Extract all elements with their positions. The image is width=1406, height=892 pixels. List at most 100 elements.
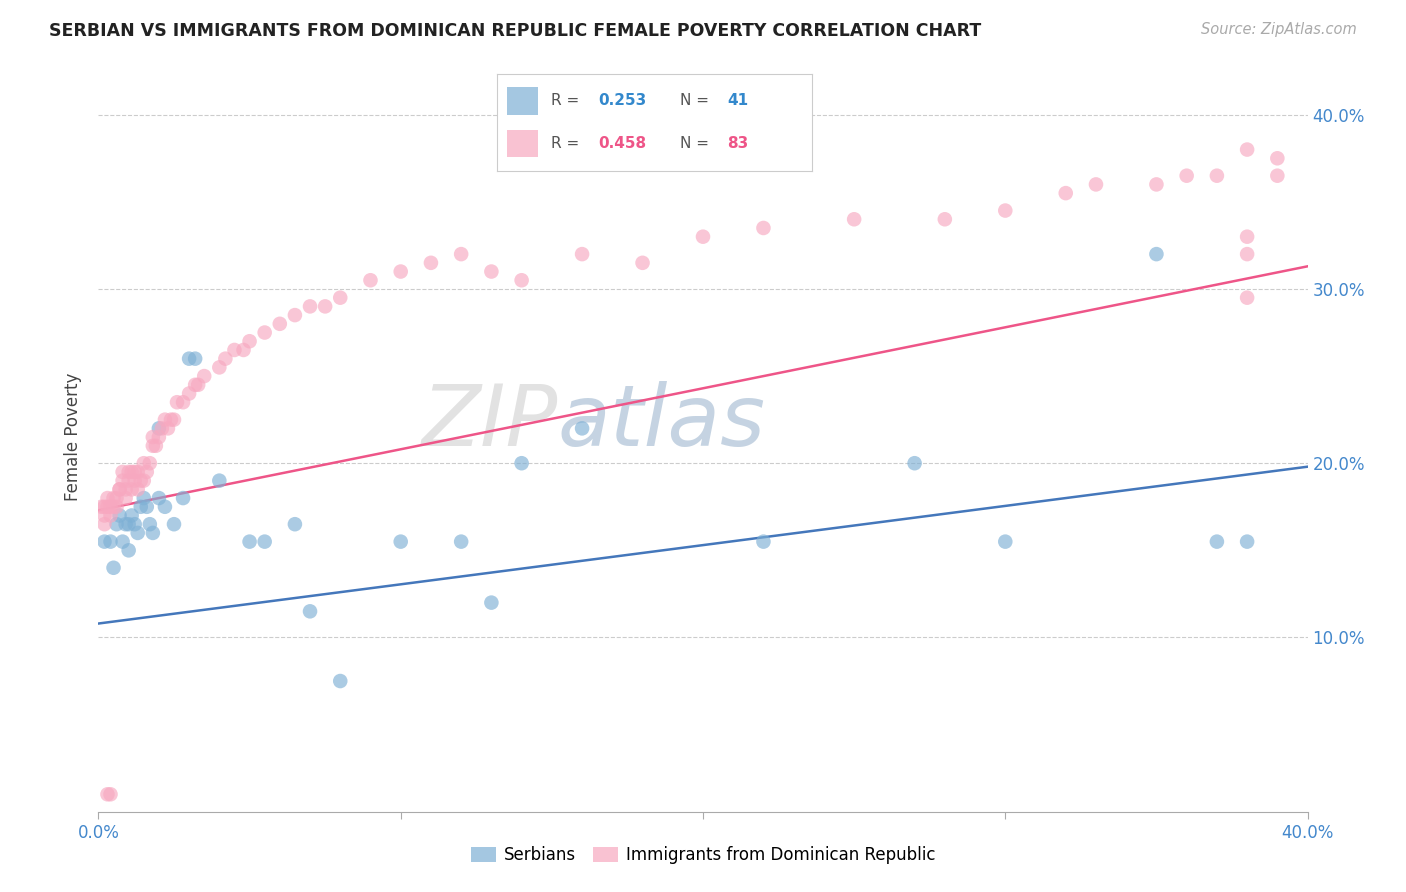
Point xyxy=(1236,247,1258,261)
Point xyxy=(93,517,115,532)
Point xyxy=(284,517,307,532)
Point xyxy=(124,465,146,479)
Point xyxy=(124,474,146,488)
Point xyxy=(93,534,115,549)
Point xyxy=(111,534,134,549)
Point xyxy=(90,500,112,514)
Point xyxy=(752,534,775,549)
Point xyxy=(208,360,231,375)
Point xyxy=(108,508,131,523)
Point xyxy=(132,456,155,470)
Point xyxy=(450,534,472,549)
Point xyxy=(1267,169,1289,183)
Point xyxy=(253,326,276,340)
Point xyxy=(214,351,236,366)
Point xyxy=(103,491,125,505)
Point xyxy=(135,465,157,479)
Point xyxy=(389,264,412,278)
Point xyxy=(904,456,927,470)
Point xyxy=(105,517,128,532)
Point xyxy=(187,377,209,392)
Point xyxy=(481,596,503,610)
Point xyxy=(142,525,165,540)
Point xyxy=(139,456,162,470)
Point xyxy=(481,264,503,278)
Point xyxy=(108,483,131,497)
Point xyxy=(184,351,207,366)
Point xyxy=(118,517,141,532)
Point xyxy=(121,483,143,497)
Point xyxy=(1144,247,1167,261)
Point xyxy=(142,439,165,453)
Point xyxy=(450,247,472,261)
Point xyxy=(420,256,443,270)
Point xyxy=(142,430,165,444)
Point xyxy=(96,500,118,514)
Point xyxy=(1236,291,1258,305)
Point xyxy=(224,343,246,357)
Point xyxy=(103,561,125,575)
Point xyxy=(121,465,143,479)
Point xyxy=(96,491,118,505)
Point xyxy=(127,483,149,497)
Legend: Serbians, Immigrants from Dominican Republic: Serbians, Immigrants from Dominican Repu… xyxy=(464,839,942,871)
Point xyxy=(105,500,128,514)
Point xyxy=(1085,178,1108,192)
Point xyxy=(100,787,122,801)
Point xyxy=(118,474,141,488)
Point xyxy=(253,534,276,549)
Point xyxy=(1144,178,1167,192)
Point xyxy=(103,500,125,514)
Point xyxy=(571,247,593,261)
Point xyxy=(631,256,654,270)
Point xyxy=(510,456,533,470)
Point xyxy=(314,299,336,313)
Point xyxy=(934,212,956,227)
Point xyxy=(114,483,136,497)
Point xyxy=(148,421,170,435)
Point xyxy=(150,421,173,435)
Point xyxy=(299,604,322,618)
Point xyxy=(994,203,1017,218)
Point xyxy=(118,465,141,479)
Point xyxy=(139,517,162,532)
Point xyxy=(114,491,136,505)
Point xyxy=(239,334,262,349)
Point xyxy=(994,534,1017,549)
Point xyxy=(208,474,231,488)
Point xyxy=(299,299,322,313)
Point xyxy=(100,508,122,523)
Point xyxy=(135,500,157,514)
Point xyxy=(111,465,134,479)
Point xyxy=(153,412,176,426)
Point xyxy=(93,508,115,523)
Point xyxy=(179,386,201,401)
Point xyxy=(127,465,149,479)
Point xyxy=(1236,534,1258,549)
Point xyxy=(1236,229,1258,244)
Point xyxy=(360,273,382,287)
Point xyxy=(232,343,254,357)
Point xyxy=(105,491,128,505)
Point xyxy=(145,439,167,453)
Point xyxy=(118,543,141,558)
Y-axis label: Female Poverty: Female Poverty xyxy=(65,373,83,501)
Point xyxy=(108,483,131,497)
Point xyxy=(129,500,152,514)
Point xyxy=(844,212,866,227)
Point xyxy=(193,369,215,384)
Point xyxy=(172,491,194,505)
Point xyxy=(153,500,176,514)
Point xyxy=(284,308,307,322)
Point xyxy=(510,273,533,287)
Point xyxy=(389,534,412,549)
Point xyxy=(114,517,136,532)
Point xyxy=(1206,534,1229,549)
Point xyxy=(93,500,115,514)
Point xyxy=(1054,186,1077,201)
Point xyxy=(96,787,118,801)
Point xyxy=(121,508,143,523)
Point xyxy=(329,673,352,688)
Point xyxy=(1267,151,1289,165)
Point xyxy=(100,534,122,549)
